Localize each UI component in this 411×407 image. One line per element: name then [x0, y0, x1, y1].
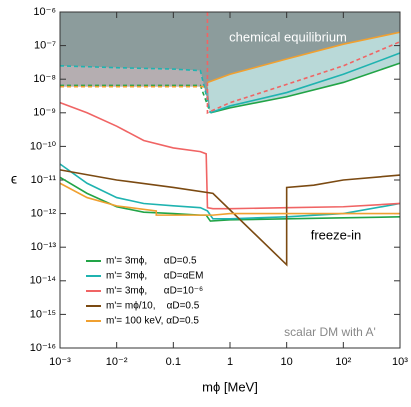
x-tick-label: 10⁻² — [106, 356, 128, 368]
series-line — [59, 182, 400, 216]
series-line — [60, 84, 212, 114]
x-tick-label: 1 — [227, 356, 233, 368]
x-tick-label: 10³ — [392, 356, 408, 368]
y-tick-label: 10⁻⁶ — [33, 6, 56, 18]
legend-label: m'= 3mϕ, αD=0.5 — [106, 256, 197, 267]
legend-label: m'= 3mϕ, αD=10⁻⁶ — [106, 286, 203, 297]
series-line — [59, 176, 401, 222]
x-tick-label: 10⁻³ — [49, 356, 71, 368]
shaded-region — [60, 65, 211, 113]
x-tick-label: 0.1 — [166, 356, 181, 368]
y-tick-label: 10⁻¹¹ — [31, 174, 57, 186]
annotation: chemical equilibrium — [229, 29, 347, 44]
y-tick-label: 10⁻¹⁰ — [30, 140, 57, 152]
y-tick-label: 10⁻⁹ — [33, 107, 56, 119]
y-tick-label: 10⁻¹⁴ — [30, 275, 57, 287]
x-axis-label: mϕ [MeV] — [202, 379, 258, 394]
y-tick-label: 10⁻¹² — [31, 208, 57, 220]
series-line — [206, 12, 401, 115]
y-tick-label: 10⁻¹⁵ — [30, 308, 56, 320]
annotation: freeze-in — [311, 227, 362, 242]
series-line — [210, 62, 401, 114]
y-tick-label: 10⁻⁷ — [34, 40, 56, 52]
y-tick-label: 10⁻⁸ — [33, 73, 56, 85]
legend-label: m'= mϕ/10, αD=0.5 — [106, 301, 200, 312]
legend-label: m'= 100 keV, αD=0.5 — [106, 316, 199, 327]
shaded-region — [207, 32, 400, 113]
series-line — [59, 169, 401, 267]
plot-frame — [59, 11, 401, 349]
series-line — [59, 101, 401, 210]
shaded-region — [60, 12, 400, 113]
y-tick-label: 10⁻¹⁶ — [30, 342, 56, 354]
series-line — [207, 31, 401, 84]
series-line — [210, 52, 401, 114]
series-line — [59, 65, 212, 113]
y-tick-label: 10⁻¹³ — [31, 241, 57, 253]
x-tick-label: 10 — [281, 356, 293, 368]
y-axis-label: ϵ — [11, 171, 17, 187]
x-tick-label: 10² — [335, 356, 351, 368]
legend-label: m'= 3mϕ, αD=αEM — [106, 271, 203, 282]
annotation: scalar DM with A' — [284, 325, 376, 339]
series-line — [59, 163, 401, 220]
